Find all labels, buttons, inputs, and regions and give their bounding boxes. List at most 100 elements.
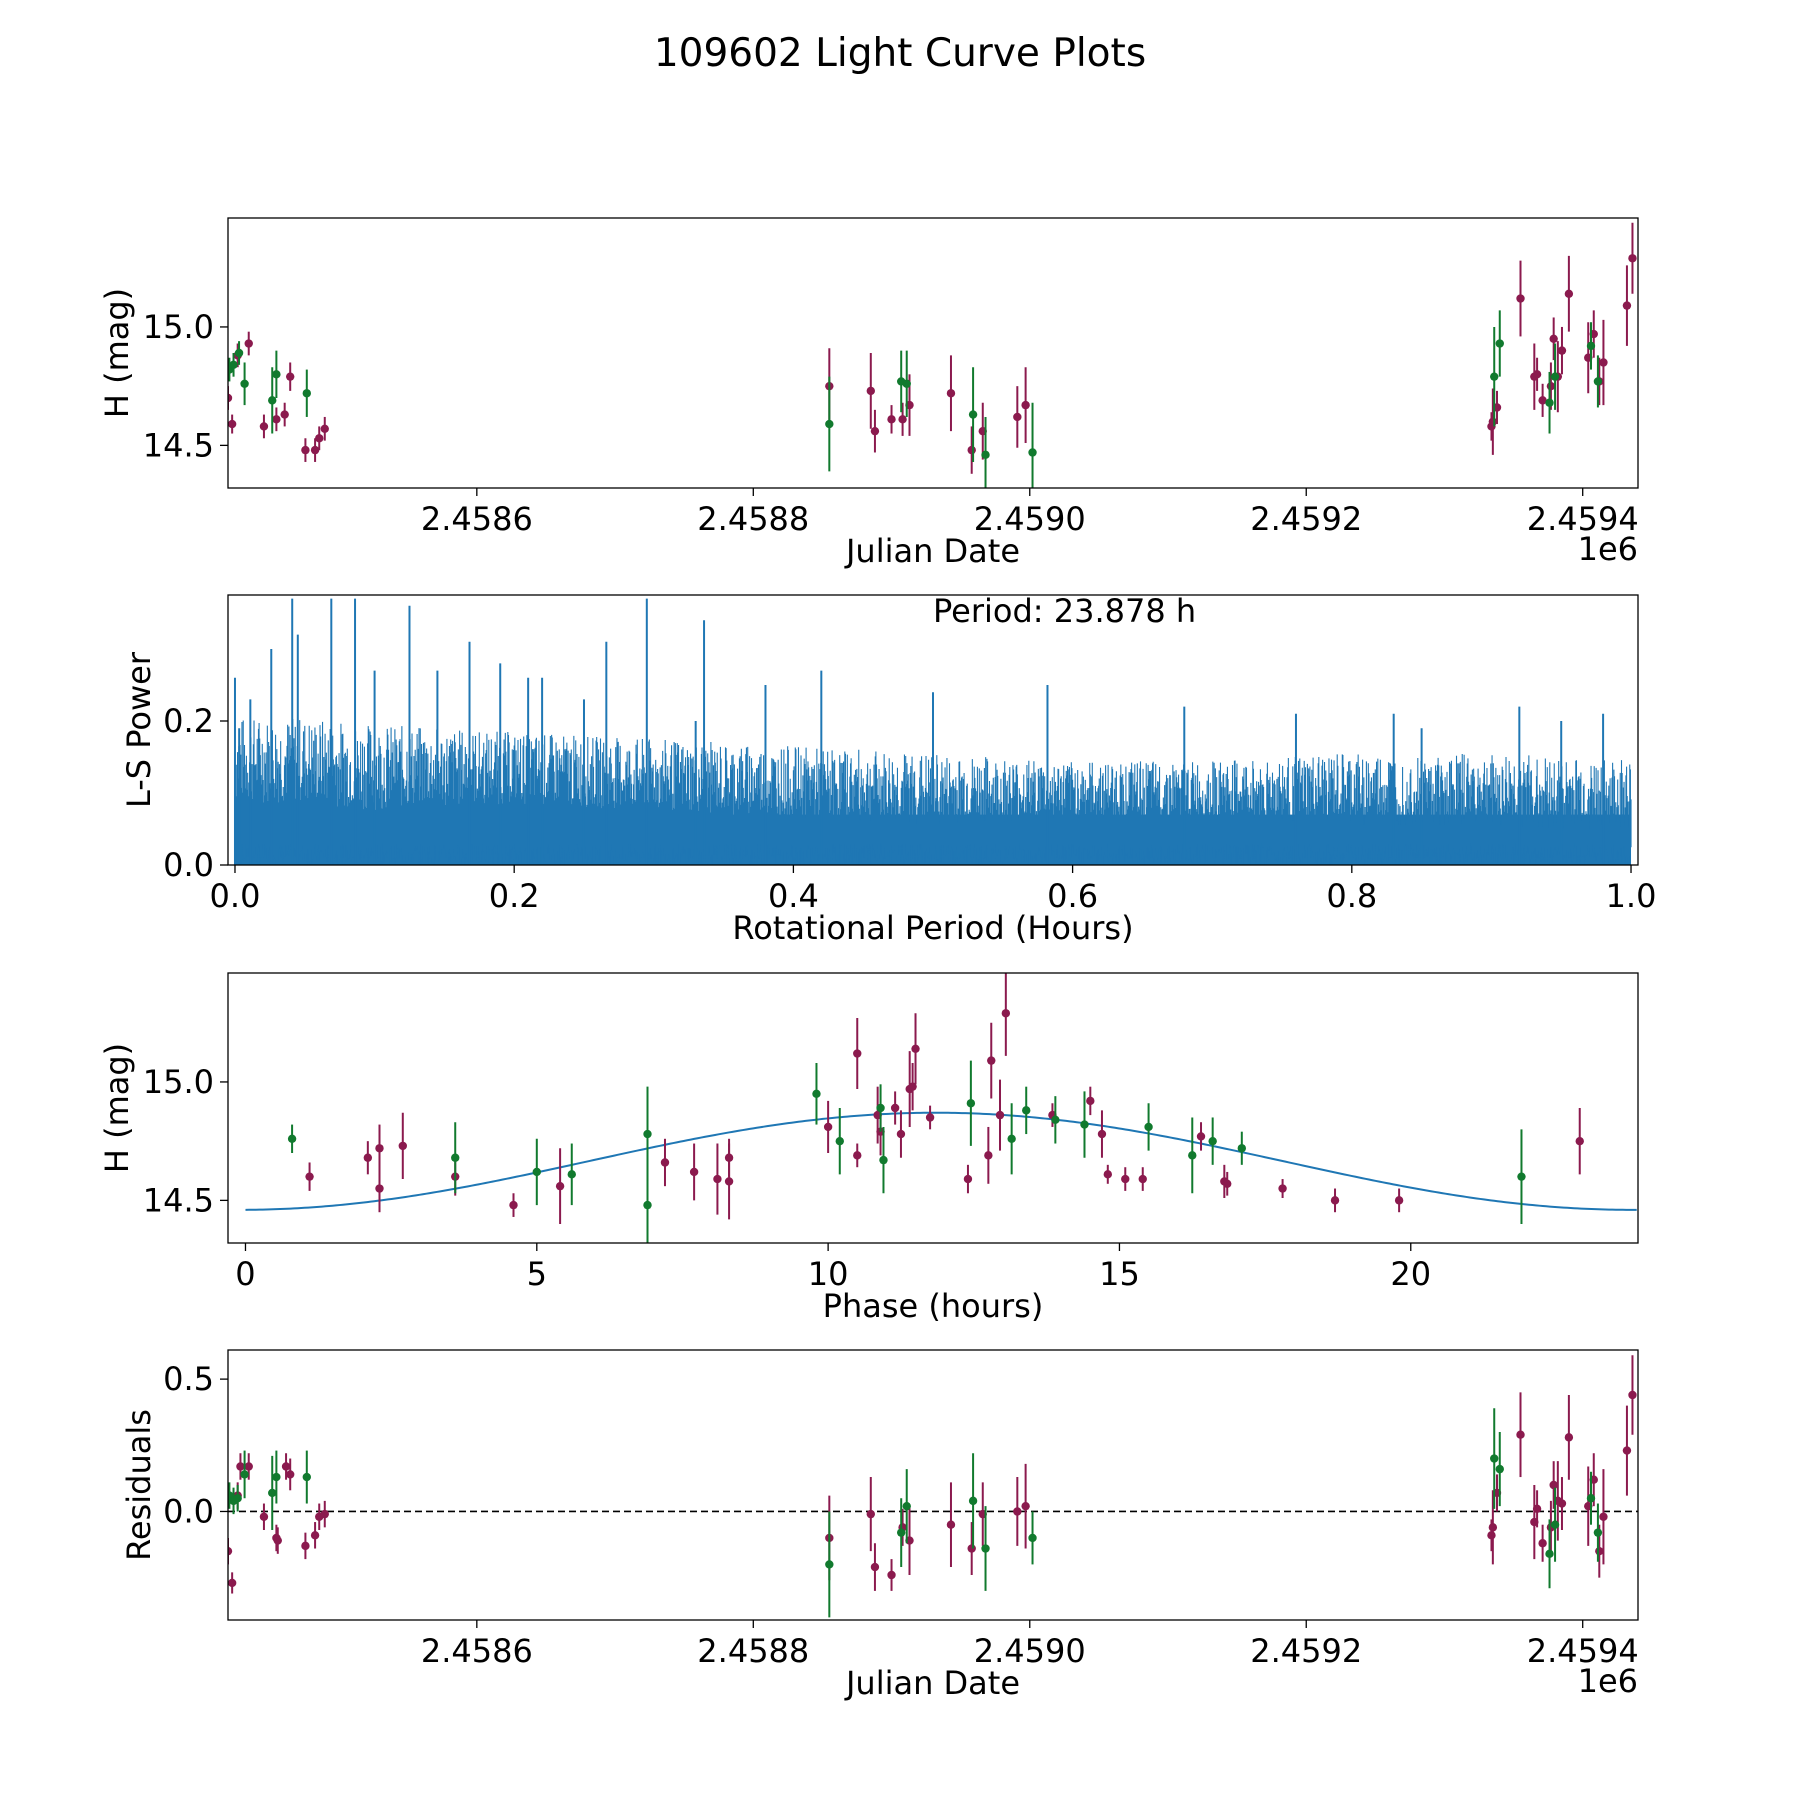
lightcurve-green-point bbox=[268, 396, 277, 405]
phased-xtick-label: 15 bbox=[1099, 1255, 1140, 1293]
residuals-red-point bbox=[1637, 1500, 1638, 1502]
phased-red-point bbox=[509, 1200, 518, 1210]
phased-xtick-label: 20 bbox=[1390, 1255, 1431, 1293]
phased-red-point bbox=[1121, 1174, 1130, 1184]
phased-red-point bbox=[853, 1151, 862, 1160]
residuals-green-point bbox=[902, 1501, 911, 1511]
phased-red-point bbox=[925, 1113, 935, 1122]
residuals-red-point bbox=[946, 1520, 956, 1529]
phased-red-point bbox=[963, 1174, 973, 1184]
lightcurve-green-point bbox=[302, 389, 311, 398]
phased-green-point bbox=[1144, 1122, 1153, 1132]
residuals-green-point bbox=[981, 1544, 990, 1553]
phased-axes-frame bbox=[227, 972, 1639, 1244]
residuals-xtick-label: 2.4592 bbox=[1250, 1632, 1362, 1670]
residuals-x-offset-label: 1e6 bbox=[1578, 1662, 1638, 1700]
lightcurve-red-point bbox=[272, 415, 281, 424]
lightcurve-green-point bbox=[1028, 448, 1037, 457]
residuals-xlabel: Julian Date bbox=[844, 1664, 1020, 1702]
periodogram-xtick-label: 0.4 bbox=[768, 877, 819, 915]
residuals-red-point bbox=[1599, 1512, 1608, 1521]
lightcurve-red-point bbox=[315, 434, 324, 443]
residuals-green-point bbox=[1586, 1494, 1596, 1503]
phased-ytick-label: 14.5 bbox=[143, 1181, 214, 1219]
lightcurve-red-point bbox=[1622, 301, 1632, 310]
residuals-xtick-label: 2.4594 bbox=[1527, 1632, 1639, 1670]
phased-red-point bbox=[987, 1056, 996, 1065]
lightcurve-red-point bbox=[244, 339, 253, 348]
phased-red-point bbox=[1575, 1136, 1584, 1146]
phased-green-point bbox=[1208, 1136, 1217, 1146]
residuals-red-point bbox=[1488, 1523, 1498, 1532]
residuals-green-point bbox=[968, 1496, 978, 1506]
residuals-red-point bbox=[1549, 1480, 1558, 1490]
lightcurve-red-point bbox=[887, 415, 896, 424]
phased-red-point bbox=[555, 1181, 565, 1191]
lightcurve-red-point bbox=[1546, 381, 1556, 391]
phased-xtick-label: 10 bbox=[808, 1255, 849, 1293]
lightcurve-red-point bbox=[259, 422, 269, 431]
residuals-red-point bbox=[259, 1512, 269, 1521]
lightcurve-red-point bbox=[286, 372, 295, 381]
lightcurve-green-point bbox=[825, 419, 834, 429]
phased-green-point bbox=[966, 1099, 976, 1108]
phased-xtick-label: 0 bbox=[235, 1255, 255, 1293]
phased-xtick-label: 5 bbox=[527, 1255, 547, 1293]
figure-title: 109602 Light Curve Plots bbox=[654, 31, 1146, 76]
periodogram-ytick-label: 0.0 bbox=[163, 846, 214, 884]
lightcurve-ytick-label: 15.0 bbox=[143, 308, 214, 346]
phased-green-point bbox=[451, 1153, 460, 1162]
residuals-red-point bbox=[273, 1536, 282, 1545]
phased-green-point bbox=[1080, 1120, 1089, 1129]
residuals-green-point bbox=[897, 1528, 906, 1537]
phased-red-point bbox=[398, 1141, 407, 1151]
phased-green-point bbox=[1237, 1144, 1247, 1153]
phased-green-point bbox=[643, 1129, 652, 1139]
lightcurve-red-point bbox=[967, 445, 976, 455]
residuals-green-point bbox=[1490, 1454, 1499, 1463]
residuals-red-point bbox=[228, 1546, 233, 1556]
phased-red-point bbox=[1196, 1132, 1206, 1141]
residuals-green-point bbox=[1550, 1520, 1560, 1529]
lightcurve-xtick-label: 2.4588 bbox=[697, 500, 809, 538]
lightcurve-red-point bbox=[1013, 412, 1022, 422]
phased-red-point bbox=[375, 1184, 384, 1193]
lightcurve-red-point bbox=[1538, 396, 1547, 405]
lightcurve-ytick-label: 14.5 bbox=[143, 426, 214, 464]
lightcurve-xtick-label: 2.4590 bbox=[974, 500, 1086, 538]
residuals-green-point bbox=[1593, 1528, 1603, 1537]
lightcurve-green-point bbox=[968, 410, 978, 419]
phased-green-point bbox=[1188, 1151, 1197, 1160]
residuals-red-point bbox=[236, 1462, 245, 1471]
residuals-ticks: 2.4586 2.4588 2.4590 2.4592 2.4594 0.0 0.5 bbox=[163, 1360, 1639, 1670]
residuals-green-point bbox=[268, 1488, 277, 1498]
lightcurve-xtick-label: 2.4592 bbox=[1250, 500, 1362, 538]
residuals-red-point bbox=[866, 1509, 875, 1519]
lightcurve-plot-layer bbox=[228, 222, 1638, 488]
phased-red-point bbox=[689, 1167, 699, 1177]
phased-red-point bbox=[1278, 1184, 1287, 1193]
periodogram-ylabel: L-S Power bbox=[120, 651, 158, 808]
lightcurve-green-point bbox=[1490, 372, 1499, 381]
phased-red-point bbox=[1330, 1196, 1340, 1205]
residuals-red-point bbox=[870, 1562, 880, 1572]
phased-red-point bbox=[890, 1103, 900, 1113]
residuals-xtick-label: 2.4588 bbox=[697, 1632, 809, 1670]
lightcurve-ticks: 2.4586 2.4588 2.4590 2.4592 2.4594 14.5 15.0 bbox=[143, 308, 1639, 538]
periodogram-xtick-label: 1.0 bbox=[1606, 877, 1657, 915]
residuals-red-point bbox=[1628, 1390, 1637, 1400]
lightcurve-panel: 2.4586 2.4588 2.4590 2.4592 2.4594 14.5 15.0 J… bbox=[98, 217, 1639, 570]
lightcurve-green-point bbox=[902, 379, 911, 388]
lightcurve-red-point bbox=[310, 445, 320, 455]
phased-red-point bbox=[724, 1153, 734, 1162]
lightcurve-red-point bbox=[228, 419, 237, 429]
lightcurve-red-point bbox=[228, 393, 233, 403]
phased-green-point bbox=[1022, 1106, 1031, 1115]
phased-red-point bbox=[363, 1153, 373, 1162]
residuals-axes-frame bbox=[227, 1349, 1639, 1621]
lightcurve-green-point bbox=[1545, 398, 1554, 407]
lightcurve-green-point bbox=[1550, 372, 1560, 381]
phased-green-point bbox=[643, 1200, 652, 1210]
lightcurve-red-point bbox=[320, 424, 329, 433]
phased-red-point bbox=[823, 1122, 833, 1132]
